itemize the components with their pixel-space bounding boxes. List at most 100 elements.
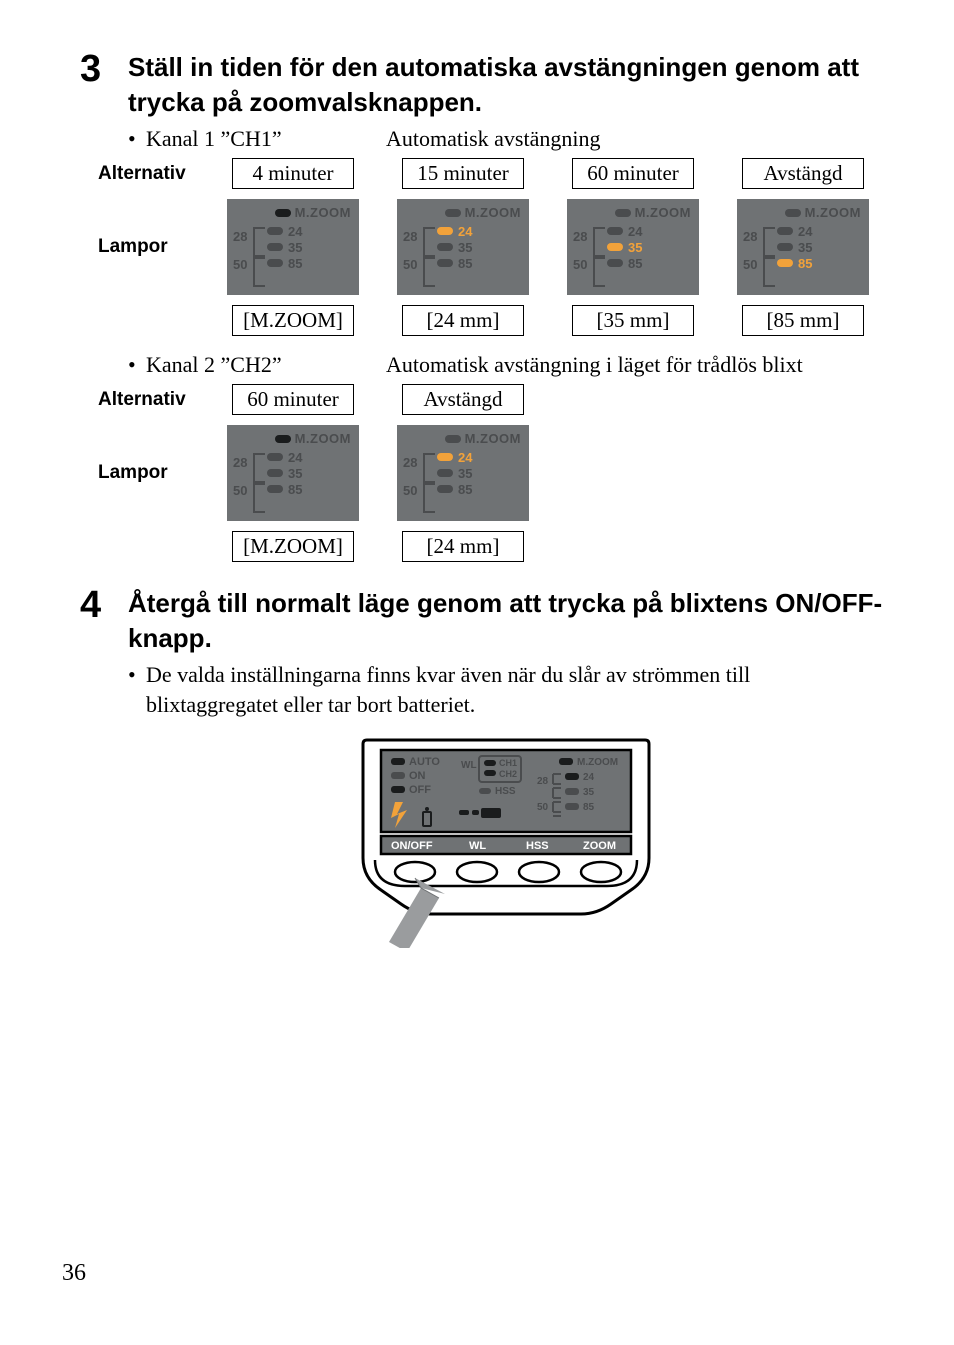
zoom-value: 85 <box>628 256 642 271</box>
ch1-option-1: 15 minuter <box>402 158 524 189</box>
bullet-dot: • <box>128 126 146 152</box>
lcd-auto-label: AUTO <box>409 756 440 768</box>
lcd-28: 28 <box>537 776 549 787</box>
side-28: 28 <box>403 455 417 470</box>
label-lampor-2: Lampor <box>98 462 223 484</box>
lamp-panel: M.ZOOM2850243585 <box>737 199 869 295</box>
zoom-value: 35 <box>458 240 472 255</box>
lcd-mzoom-label: M.ZOOM <box>577 757 618 768</box>
ch2-desc: Automatisk avstängning i läget för trådl… <box>386 352 884 378</box>
zoom-value: 24 <box>798 224 812 239</box>
ch1-bullet: • Kanal 1 ”CH1” Automatisk avstängning <box>128 126 884 152</box>
mzoom-label: M.ZOOM <box>465 205 521 220</box>
ch2-lamps-row: Lampor M.ZOOM2850243585M.ZOOM2850243585 <box>98 421 884 525</box>
zoom-value: 85 <box>798 256 812 271</box>
page-number: 36 <box>62 1260 86 1287</box>
lcd-85: 85 <box>583 802 595 813</box>
btnlabel-wl: WL <box>469 840 486 852</box>
btnlabel-hss: HSS <box>526 840 549 852</box>
zoom-value: 85 <box>458 482 472 497</box>
side-50: 50 <box>233 257 247 272</box>
ch2-label: Kanal 2 ”CH2” <box>146 352 386 378</box>
zoom-value: 35 <box>628 240 642 255</box>
step-3: 3 Ställ in tiden för den automatiska avs… <box>80 50 884 562</box>
zoom-button[interactable] <box>581 862 621 882</box>
side-50: 50 <box>403 257 417 272</box>
ch1-caption-0: [M.ZOOM] <box>232 305 354 336</box>
mzoom-label: M.ZOOM <box>295 205 351 220</box>
side-28: 28 <box>573 229 587 244</box>
ch1-captions-row: [M.ZOOM] [24 mm] [35 mm] [85 mm] <box>98 305 884 336</box>
lcd-ch2-label: CH2 <box>499 769 517 779</box>
lcd-24: 24 <box>583 772 595 783</box>
lamp-panel: M.ZOOM2850243585 <box>567 199 699 295</box>
bullet-dot: • <box>128 352 146 378</box>
lamp-panel: M.ZOOM 28 50 243585 <box>397 425 529 521</box>
step-4-title: Återgå till normalt läge genom att tryck… <box>128 586 884 656</box>
side-28: 28 <box>233 455 247 470</box>
label-alternativ: Alternativ <box>98 163 223 185</box>
lcd-ch1-label: CH1 <box>499 758 517 768</box>
onoff-button[interactable] <box>395 862 435 882</box>
ch2-option-0: 60 minuter <box>232 384 354 415</box>
hss-button[interactable] <box>519 862 559 882</box>
lcd-35: 35 <box>583 787 595 798</box>
zoom-value: 24 <box>458 450 472 465</box>
lcd-hss-label: HSS <box>495 786 516 797</box>
lamp-panel: M.ZOOM 28 50 243585 <box>227 199 359 295</box>
ch1-label: Kanal 1 ”CH1” <box>146 126 386 152</box>
side-28: 28 <box>743 229 757 244</box>
step-number-3: 3 <box>80 50 128 88</box>
step-4: 4 Återgå till normalt läge genom att try… <box>80 586 884 953</box>
zoom-value: 35 <box>798 240 812 255</box>
ch2-captions-row: [M.ZOOM] [24 mm] <box>98 531 884 562</box>
ch1-option-0: 4 minuter <box>232 158 354 189</box>
mzoom-label: M.ZOOM <box>635 205 691 220</box>
ch1-caption-2: [35 mm] <box>572 305 694 336</box>
ch2-caption-1: [24 mm] <box>402 531 524 562</box>
side-50: 50 <box>233 483 247 498</box>
zoom-value: 24 <box>288 450 302 465</box>
zoom-value: 85 <box>288 256 302 271</box>
zoom-value: 35 <box>288 466 302 481</box>
side-28: 28 <box>233 229 247 244</box>
ch1-options-row: Alternativ 4 minuter 15 minuter 60 minut… <box>98 158 884 189</box>
ch2-option-1: Avstängd <box>402 384 524 415</box>
zoom-value: 24 <box>458 224 472 239</box>
step-4-bullet: • De valda inställningarna finns kvar äv… <box>128 660 884 719</box>
ch1-caption-3: [85 mm] <box>742 305 864 336</box>
zoom-value: 24 <box>288 224 302 239</box>
step-3-title: Ställ in tiden för den automatiska avstä… <box>128 50 884 120</box>
btnlabel-zoom: ZOOM <box>583 840 616 852</box>
ch1-option-3: Avstängd <box>742 158 864 189</box>
btnlabel-onoff: ON/OFF <box>391 840 433 852</box>
label-lampor: Lampor <box>98 236 223 258</box>
wl-button[interactable] <box>457 862 497 882</box>
ch2-bullet: • Kanal 2 ”CH2” Automatisk avstängning i… <box>128 352 884 378</box>
step-number-4: 4 <box>80 586 128 624</box>
ch1-desc: Automatisk avstängning <box>386 126 884 152</box>
step-4-bullet-text: De valda inställningarna finns kvar även… <box>146 660 884 719</box>
ch2-options-row: Alternativ 60 minuter Avstängd <box>98 384 884 415</box>
side-50: 50 <box>403 483 417 498</box>
lcd-on-label: ON <box>409 770 426 782</box>
bullet-dot: • <box>128 660 146 690</box>
ch2-caption-0: [M.ZOOM] <box>232 531 354 562</box>
mzoom-label: M.ZOOM <box>805 205 861 220</box>
zoom-value: 35 <box>458 466 472 481</box>
mzoom-label: M.ZOOM <box>465 431 521 446</box>
side-28: 28 <box>403 229 417 244</box>
lcd-off-label: OFF <box>409 784 431 796</box>
lamp-panel: M.ZOOM 28 50 243585 <box>397 199 529 295</box>
zoom-value: 85 <box>458 256 472 271</box>
zoom-value: 24 <box>628 224 642 239</box>
lamp-panel: M.ZOOM2850243585 <box>227 425 359 521</box>
zoom-value: 35 <box>288 240 302 255</box>
ch1-option-2: 60 minuter <box>572 158 694 189</box>
lcd-50: 50 <box>537 802 549 813</box>
ch1-lamps-row: Lampor M.ZOOM2850243585M.ZOOM2850243585M… <box>98 195 884 299</box>
lcd-wl-label: WL <box>461 760 477 771</box>
label-alternativ-2: Alternativ <box>98 389 223 411</box>
zoom-value: 85 <box>288 482 302 497</box>
ch1-caption-1: [24 mm] <box>402 305 524 336</box>
